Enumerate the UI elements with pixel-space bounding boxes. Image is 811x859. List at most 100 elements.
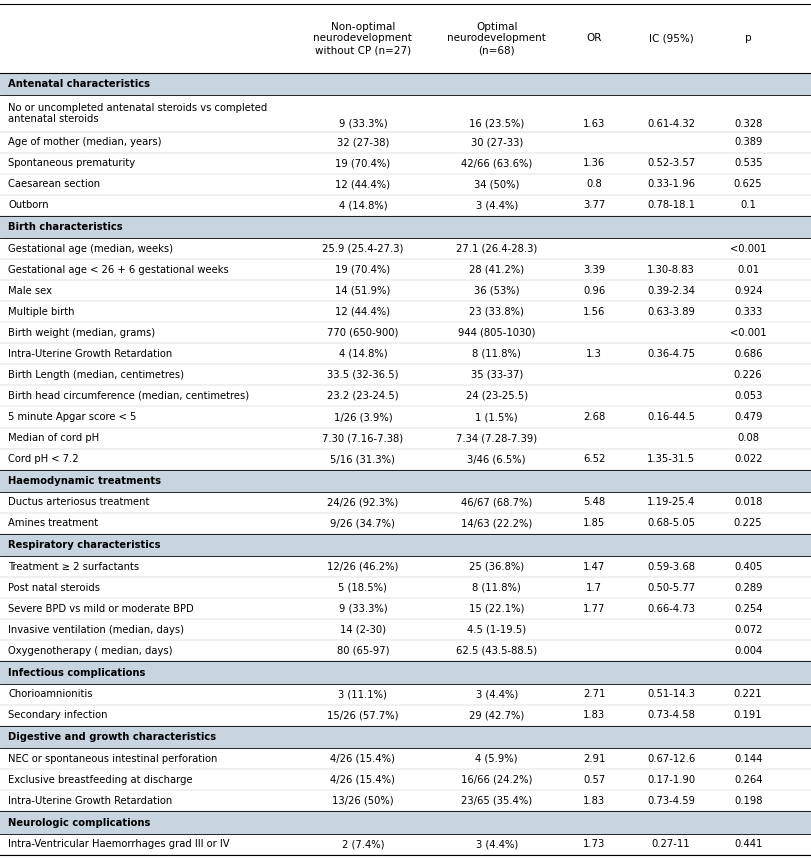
Text: 14/63 (22.2%): 14/63 (22.2%) (461, 519, 532, 528)
Text: 2 (7.4%): 2 (7.4%) (341, 839, 384, 850)
Text: Non-optimal
neurodevelopment
without CP (n=27): Non-optimal neurodevelopment without CP … (314, 21, 412, 55)
Text: 3 (11.1%): 3 (11.1%) (338, 690, 388, 699)
Text: Exclusive breastfeeding at discharge: Exclusive breastfeeding at discharge (8, 775, 193, 785)
Text: 0.27-11: 0.27-11 (652, 839, 690, 850)
Text: OR: OR (586, 34, 602, 44)
Text: Birth weight (median, grams): Birth weight (median, grams) (8, 328, 155, 338)
Text: 1.85: 1.85 (583, 519, 605, 528)
Text: 0.78-18.1: 0.78-18.1 (647, 200, 695, 210)
Text: 30 (27-33): 30 (27-33) (470, 137, 523, 147)
Bar (0, 577, 811, 599)
Text: 14 (2-30): 14 (2-30) (340, 625, 386, 635)
Text: Gestational age < 26 + 6 gestational weeks: Gestational age < 26 + 6 gestational wee… (8, 265, 229, 275)
Text: 0.36-4.75: 0.36-4.75 (647, 349, 695, 359)
Text: Amines treatment: Amines treatment (8, 519, 98, 528)
Text: 5/16 (31.3%): 5/16 (31.3%) (331, 454, 395, 464)
Text: 33.5 (32-36.5): 33.5 (32-36.5) (327, 370, 399, 380)
Text: 8 (11.8%): 8 (11.8%) (472, 583, 521, 593)
Text: 1.19-25.4: 1.19-25.4 (647, 497, 695, 508)
Bar (0, 322, 811, 344)
Text: 0.191: 0.191 (734, 710, 762, 721)
Text: 0.144: 0.144 (734, 753, 762, 764)
Text: 0.479: 0.479 (734, 412, 762, 422)
Text: 19 (70.4%): 19 (70.4%) (336, 265, 390, 275)
Text: 2.91: 2.91 (583, 753, 605, 764)
Text: 27.1 (26.4-28.3): 27.1 (26.4-28.3) (456, 244, 538, 253)
Text: 4 (14.8%): 4 (14.8%) (339, 349, 387, 359)
Bar (0, 73, 811, 95)
Bar (0, 280, 811, 302)
Bar (0, 726, 811, 748)
Text: 944 (805-1030): 944 (805-1030) (458, 328, 535, 338)
Text: Neurologic complications: Neurologic complications (8, 818, 151, 827)
Text: 0.67-12.6: 0.67-12.6 (647, 753, 695, 764)
Text: 0.004: 0.004 (734, 646, 762, 656)
Text: Post natal steroids: Post natal steroids (8, 583, 100, 593)
Text: Birth head circumference (median, centimetres): Birth head circumference (median, centim… (8, 391, 249, 401)
Text: 1/26 (3.9%): 1/26 (3.9%) (333, 412, 393, 422)
Text: Outborn: Outborn (8, 200, 49, 210)
Text: 0.08: 0.08 (737, 433, 759, 443)
Bar (0, 238, 811, 259)
Bar (0, 534, 811, 557)
Text: 0.535: 0.535 (734, 158, 762, 168)
Bar (0, 492, 811, 513)
Text: 1.83: 1.83 (583, 795, 605, 806)
Text: p: p (744, 34, 752, 44)
Text: Intra-Ventricular Haemorrhages grad III or IV: Intra-Ventricular Haemorrhages grad III … (8, 839, 230, 850)
Bar (0, 131, 811, 153)
Text: <0.001: <0.001 (730, 244, 766, 253)
Text: 1.63: 1.63 (583, 119, 605, 129)
Text: Haemodynamic treatments: Haemodynamic treatments (8, 476, 161, 485)
Text: 9 (33.3%): 9 (33.3%) (339, 604, 387, 614)
Text: Intra-Uterine Growth Retardation: Intra-Uterine Growth Retardation (8, 349, 173, 359)
Text: 0.57: 0.57 (583, 775, 605, 785)
Text: 0.1: 0.1 (740, 200, 756, 210)
Bar (0, 661, 811, 684)
Text: 1.30-8.83: 1.30-8.83 (647, 265, 695, 275)
Text: 1.3: 1.3 (586, 349, 602, 359)
Bar (0, 95, 811, 131)
Text: 1.35-31.5: 1.35-31.5 (647, 454, 695, 464)
Text: Gestational age (median, weeks): Gestational age (median, weeks) (8, 244, 173, 253)
Text: 0.51-14.3: 0.51-14.3 (647, 690, 695, 699)
Bar (0, 386, 811, 406)
Text: 15 (22.1%): 15 (22.1%) (469, 604, 525, 614)
Text: 0.68-5.05: 0.68-5.05 (647, 519, 695, 528)
Text: 0.389: 0.389 (734, 137, 762, 147)
Text: 4 (5.9%): 4 (5.9%) (475, 753, 518, 764)
Bar (0, 470, 811, 492)
Text: 1.36: 1.36 (583, 158, 605, 168)
Text: 42/66 (63.6%): 42/66 (63.6%) (461, 158, 532, 168)
Bar (0, 428, 811, 448)
Text: 0.39-2.34: 0.39-2.34 (647, 286, 695, 295)
Text: Birth Length (median, centimetres): Birth Length (median, centimetres) (8, 370, 184, 380)
Bar (0, 174, 811, 195)
Text: Ductus arteriosus treatment: Ductus arteriosus treatment (8, 497, 149, 508)
Text: 0.686: 0.686 (734, 349, 762, 359)
Text: <0.001: <0.001 (730, 328, 766, 338)
Text: 1.7: 1.7 (586, 583, 602, 593)
Bar (0, 406, 811, 428)
Bar (0, 259, 811, 280)
Text: NEC or spontaneous intestinal perforation: NEC or spontaneous intestinal perforatio… (8, 753, 217, 764)
Text: 7.34 (7.28-7.39): 7.34 (7.28-7.39) (456, 433, 538, 443)
Text: 1.47: 1.47 (583, 562, 605, 572)
Text: 2.68: 2.68 (583, 412, 605, 422)
Bar (0, 619, 811, 641)
Text: 5.48: 5.48 (583, 497, 605, 508)
Text: 36 (53%): 36 (53%) (474, 286, 520, 295)
Text: Intra-Uterine Growth Retardation: Intra-Uterine Growth Retardation (8, 795, 173, 806)
Text: 13/26 (50%): 13/26 (50%) (333, 795, 393, 806)
Text: 0.226: 0.226 (734, 370, 762, 380)
Text: 14 (51.9%): 14 (51.9%) (335, 286, 391, 295)
Text: 0.924: 0.924 (734, 286, 762, 295)
Text: 25 (36.8%): 25 (36.8%) (470, 562, 524, 572)
Text: 0.289: 0.289 (734, 583, 762, 593)
Bar (0, 153, 811, 174)
Text: 16/66 (24.2%): 16/66 (24.2%) (461, 775, 533, 785)
Text: 0.441: 0.441 (734, 839, 762, 850)
Text: 7.30 (7.16-7.38): 7.30 (7.16-7.38) (322, 433, 404, 443)
Text: 0.625: 0.625 (734, 180, 762, 189)
Text: Respiratory characteristics: Respiratory characteristics (8, 540, 161, 550)
